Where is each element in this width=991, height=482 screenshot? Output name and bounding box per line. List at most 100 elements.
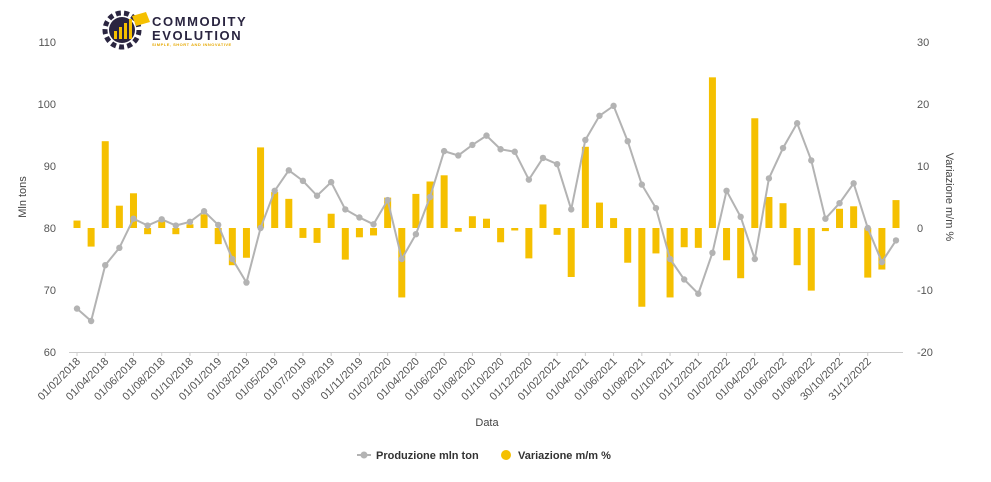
line-point[interactable]: [822, 215, 829, 222]
legend[interactable]: Produzione mln ton Variazione m/m %: [357, 450, 611, 462]
line-point[interactable]: [87, 317, 95, 325]
line-point[interactable]: [568, 206, 575, 213]
line-point[interactable]: [299, 177, 307, 185]
line-point[interactable]: [695, 290, 702, 297]
bar[interactable]: [454, 228, 462, 232]
line-point[interactable]: [356, 214, 363, 221]
line-point[interactable]: [793, 120, 801, 127]
bar[interactable]: [694, 228, 702, 248]
bar[interactable]: [793, 228, 801, 266]
line-point[interactable]: [116, 244, 123, 252]
line-point[interactable]: [313, 192, 321, 199]
bar[interactable]: [257, 147, 265, 228]
bar[interactable]: [115, 205, 123, 228]
line-point[interactable]: [638, 181, 646, 188]
line-point[interactable]: [469, 141, 476, 149]
line-point[interactable]: [610, 102, 617, 110]
bar[interactable]: [666, 228, 674, 298]
bar[interactable]: [892, 200, 900, 228]
line-point[interactable]: [200, 208, 208, 215]
bar[interactable]: [285, 198, 293, 228]
bar[interactable]: [73, 220, 81, 228]
bar[interactable]: [200, 214, 208, 228]
line-point[interactable]: [440, 147, 448, 155]
line-point[interactable]: [553, 160, 561, 168]
bar[interactable]: [384, 197, 392, 228]
line-point[interactable]: [525, 176, 533, 183]
bar[interactable]: [624, 228, 632, 263]
bar[interactable]: [779, 203, 787, 228]
bar[interactable]: [680, 228, 688, 248]
bar[interactable]: [158, 220, 166, 228]
bar[interactable]: [737, 228, 745, 279]
line-point[interactable]: [751, 255, 758, 263]
bar[interactable]: [483, 218, 490, 228]
legend-line-label[interactable]: Produzione mln ton: [376, 450, 479, 462]
bar[interactable]: [638, 228, 646, 307]
line-point[interactable]: [652, 204, 660, 212]
bar[interactable]: [821, 228, 829, 232]
line-point[interactable]: [497, 146, 504, 153]
bar[interactable]: [723, 228, 731, 261]
legend-bar-label[interactable]: Variazione m/m %: [518, 450, 611, 462]
line-point[interactable]: [370, 221, 377, 228]
line-point[interactable]: [130, 215, 137, 222]
bar[interactable]: [341, 228, 349, 260]
bar[interactable]: [595, 202, 603, 228]
bar[interactable]: [553, 228, 561, 235]
bar[interactable]: [708, 77, 716, 228]
bar[interactable]: [355, 228, 363, 238]
line-point[interactable]: [624, 138, 631, 145]
line-point[interactable]: [779, 144, 787, 152]
line-point[interactable]: [186, 218, 194, 225]
line-point[interactable]: [850, 180, 857, 187]
line-point[interactable]: [257, 224, 264, 232]
bar[interactable]: [610, 218, 618, 228]
bar[interactable]: [129, 193, 137, 228]
bar[interactable]: [214, 228, 222, 245]
line-point[interactable]: [596, 112, 603, 119]
bar[interactable]: [497, 228, 505, 243]
bar[interactable]: [468, 216, 476, 228]
bar[interactable]: [426, 181, 434, 229]
bar[interactable]: [807, 228, 815, 291]
bar[interactable]: [539, 204, 547, 228]
line-point[interactable]: [765, 175, 773, 182]
line-point[interactable]: [864, 224, 871, 232]
line-point[interactable]: [483, 132, 490, 139]
bar[interactable]: [652, 228, 660, 254]
bar[interactable]: [144, 228, 152, 235]
line-point[interactable]: [878, 258, 886, 266]
line-point[interactable]: [102, 262, 109, 269]
line-point[interactable]: [73, 305, 81, 312]
bar[interactable]: [398, 228, 406, 298]
line-point[interactable]: [285, 167, 293, 174]
line-point[interactable]: [582, 136, 589, 144]
bar[interactable]: [765, 197, 773, 228]
bar[interactable]: [271, 192, 279, 228]
bar[interactable]: [525, 228, 533, 259]
line-point[interactable]: [243, 279, 250, 286]
bar[interactable]: [101, 141, 109, 228]
bar[interactable]: [242, 228, 250, 258]
bar[interactable]: [172, 228, 180, 235]
bar[interactable]: [581, 146, 589, 228]
line-point[interactable]: [808, 157, 815, 164]
line-point[interactable]: [511, 148, 518, 155]
line-point[interactable]: [384, 196, 391, 204]
line-point[interactable]: [680, 276, 688, 283]
bar[interactable]: [87, 228, 95, 247]
line-point[interactable]: [666, 255, 674, 263]
bar[interactable]: [313, 228, 321, 243]
line-point[interactable]: [398, 255, 405, 263]
bar[interactable]: [327, 213, 335, 228]
line-point[interactable]: [144, 222, 151, 229]
line-point[interactable]: [271, 187, 278, 194]
line-point[interactable]: [172, 222, 180, 229]
bar[interactable]: [440, 175, 448, 228]
line-point[interactable]: [836, 200, 843, 207]
line-point[interactable]: [158, 216, 165, 223]
line-point[interactable]: [455, 152, 462, 159]
bar[interactable]: [836, 208, 844, 228]
bar[interactable]: [864, 228, 872, 278]
